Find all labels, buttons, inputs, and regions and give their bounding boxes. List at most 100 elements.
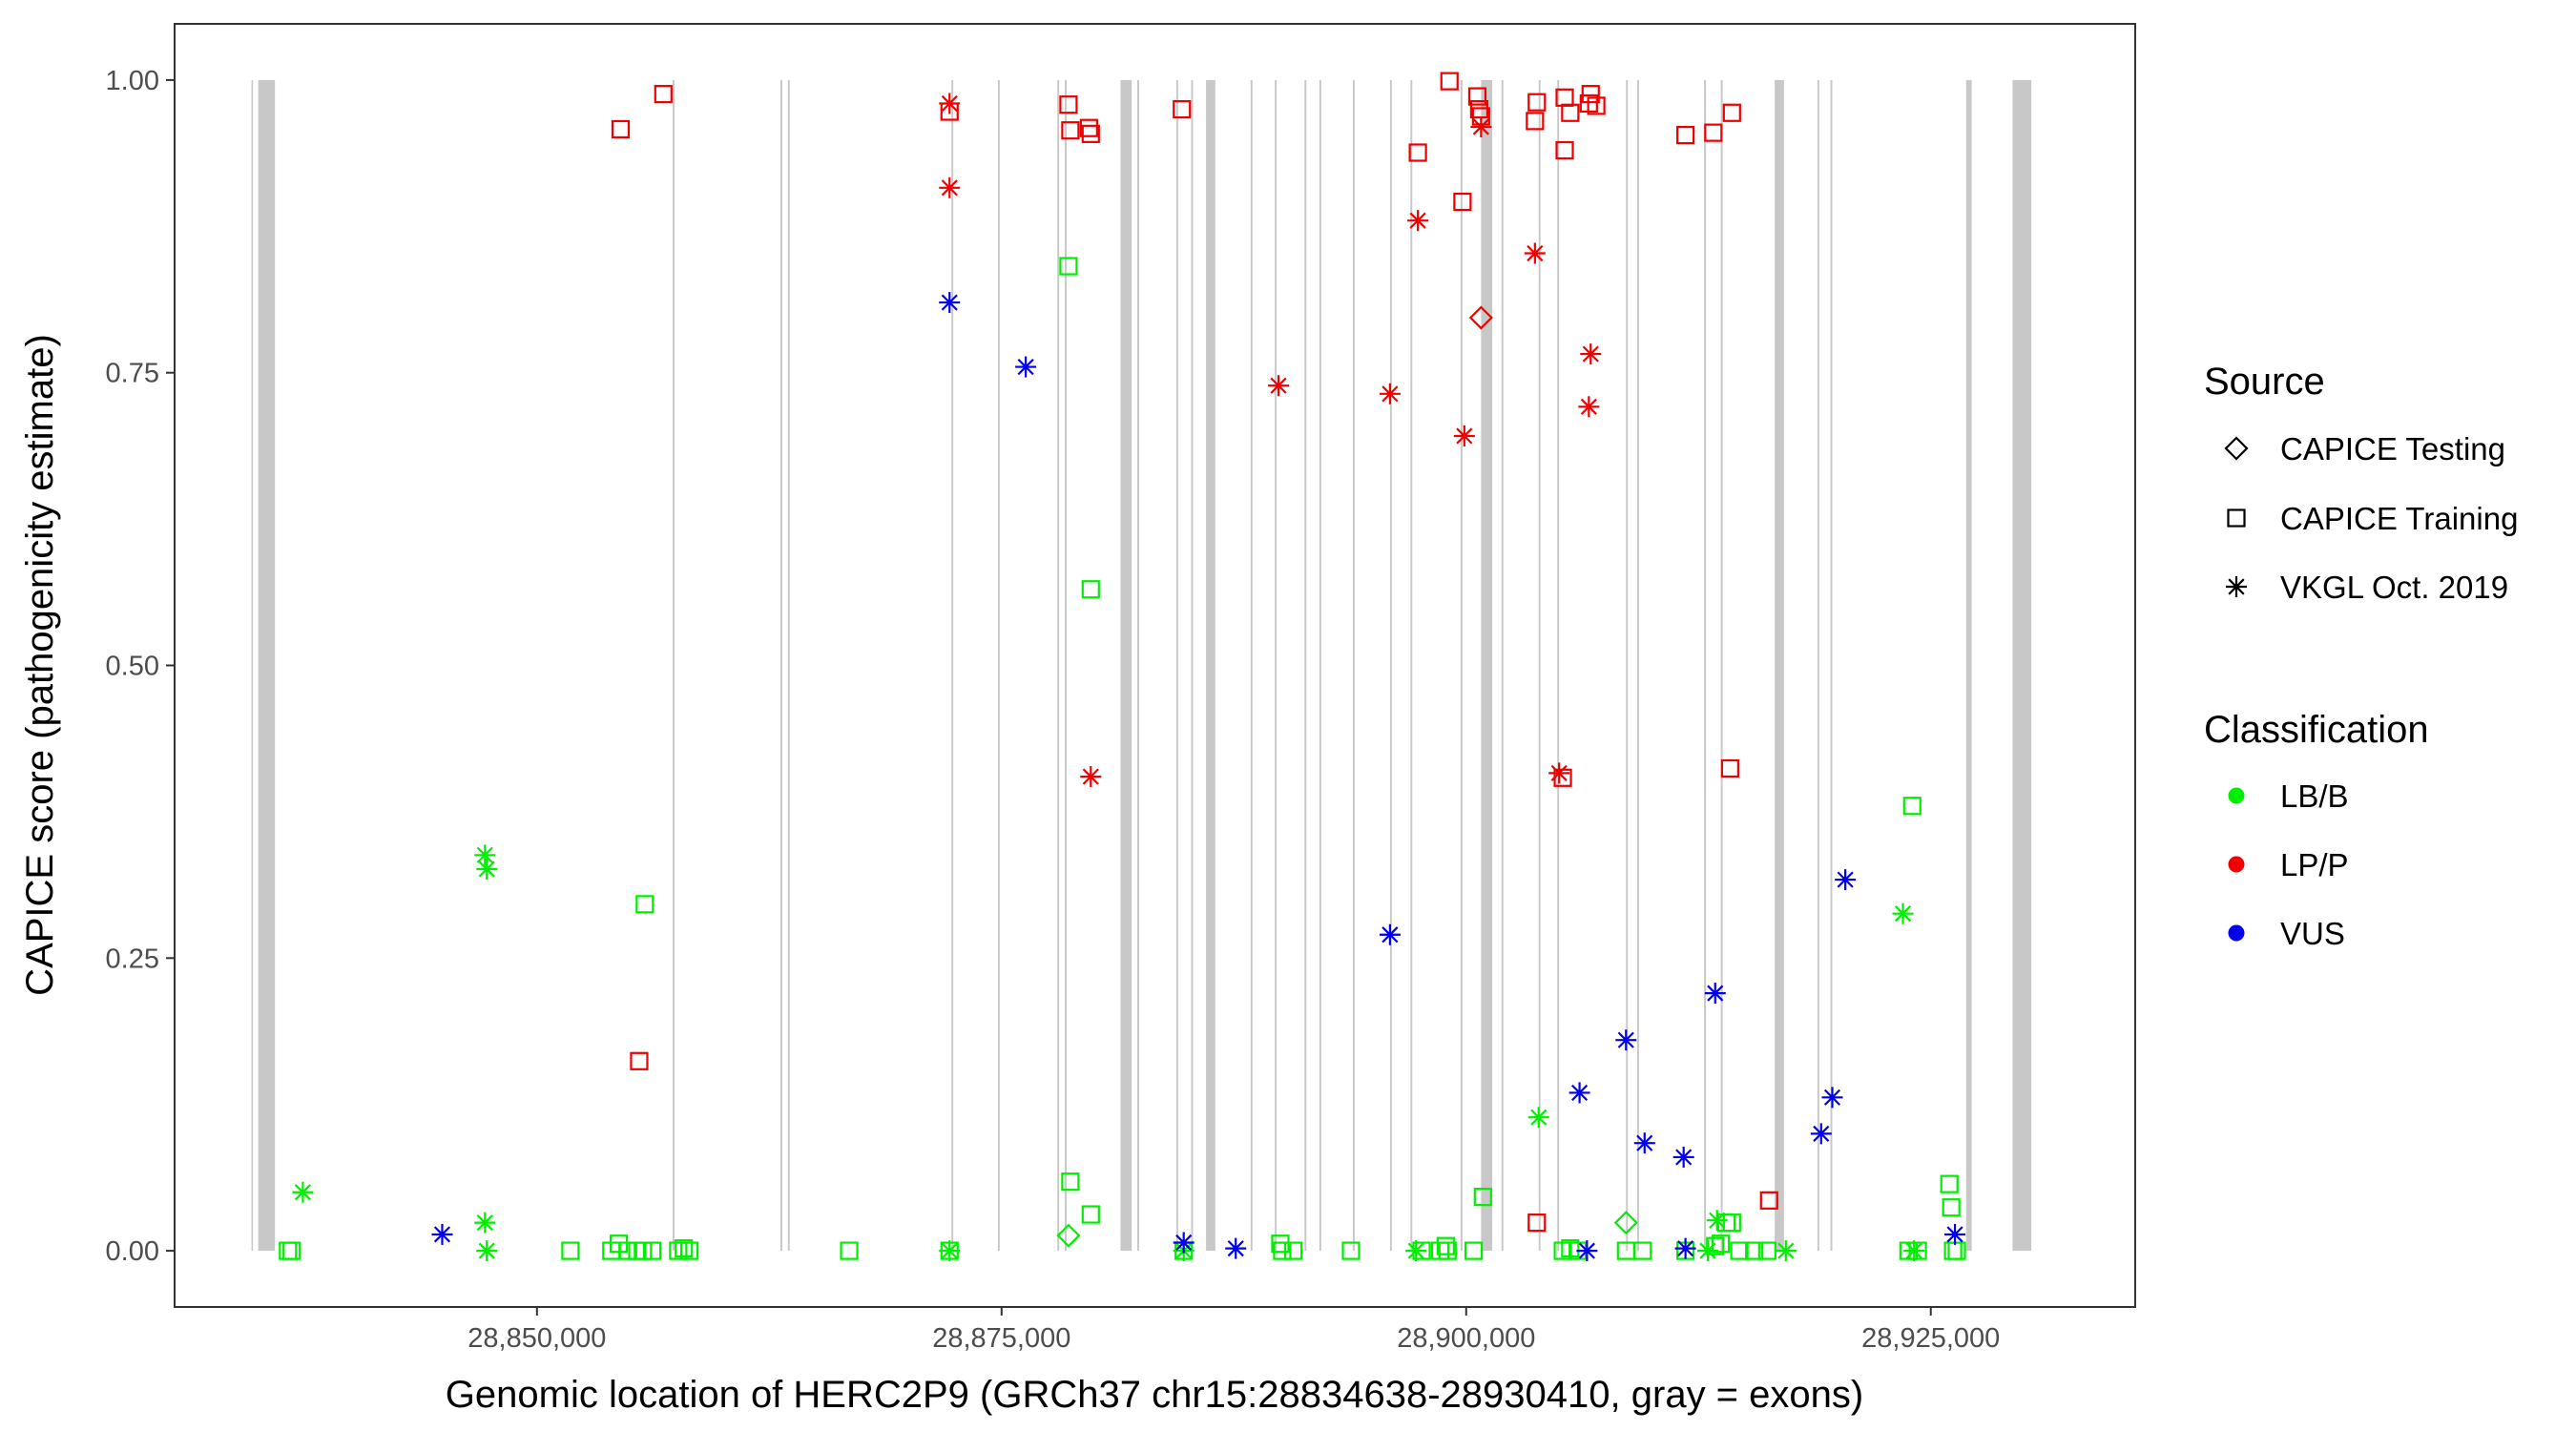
point-lpp-square-23 bbox=[1408, 143, 1427, 162]
exon-band-19 bbox=[1389, 79, 1392, 1252]
point-lpp-square-19 bbox=[1587, 96, 1606, 115]
exon-band-14 bbox=[1250, 79, 1253, 1252]
point-lbb-asterisk-5 bbox=[939, 1240, 961, 1262]
point-vus-asterisk-11 bbox=[1674, 1237, 1696, 1259]
exon-band-22 bbox=[1481, 79, 1493, 1252]
point-lbb-square-9 bbox=[669, 1241, 688, 1260]
point-lpp-diamond-0 bbox=[1468, 305, 1493, 330]
point-lbb-square-7 bbox=[634, 1241, 653, 1260]
exon-band-10 bbox=[1136, 79, 1139, 1252]
point-lbb-square-21 bbox=[1273, 1241, 1292, 1260]
exon-band-25 bbox=[1557, 79, 1560, 1252]
point-lbb-square-16 bbox=[1061, 1172, 1080, 1192]
point-lbb-square-2 bbox=[561, 1241, 580, 1260]
point-lbb-square-1 bbox=[282, 1241, 301, 1260]
point-lpp-square-22 bbox=[1722, 103, 1741, 122]
point-lbb-square-27 bbox=[1438, 1241, 1457, 1260]
exon-band-21 bbox=[1460, 79, 1463, 1252]
exon-band-5 bbox=[951, 79, 954, 1252]
legend-source-keys bbox=[2224, 436, 2249, 597]
point-lbb-square-46 bbox=[1940, 1174, 1959, 1193]
point-vus-asterisk-4 bbox=[1225, 1237, 1247, 1259]
x-tick-label-3: 28,925,000 bbox=[1861, 1323, 2000, 1354]
exon-band-6 bbox=[997, 79, 1000, 1252]
exon-band-1 bbox=[258, 79, 276, 1252]
point-lbb-square-10 bbox=[675, 1239, 694, 1258]
legend-class-key-vus bbox=[2228, 924, 2245, 942]
legend-source-key-square bbox=[2227, 508, 2246, 528]
exon-band-23 bbox=[1501, 79, 1504, 1252]
point-lpp-square-29 bbox=[1759, 1191, 1778, 1210]
point-vus-asterisk-14 bbox=[1821, 1087, 1843, 1109]
exon-band-28 bbox=[1704, 79, 1707, 1252]
point-lbb-square-5 bbox=[618, 1241, 637, 1260]
point-lbb-square-29 bbox=[1473, 1188, 1492, 1207]
exon-band-7 bbox=[1057, 79, 1060, 1252]
point-lpp-square-1 bbox=[654, 85, 673, 104]
point-lpp-square-2 bbox=[630, 1051, 649, 1070]
x-axis-title: Genomic location of HERC2P9 (GRCh37 chr1… bbox=[446, 1374, 1863, 1416]
point-lpp-asterisk-2 bbox=[1080, 766, 1102, 788]
point-lbb-square-15 bbox=[1059, 257, 1078, 276]
point-lpp-square-14 bbox=[1526, 112, 1545, 131]
point-lbb-asterisk-0 bbox=[292, 1181, 314, 1203]
point-lpp-square-16 bbox=[1561, 103, 1580, 122]
legend-source-item-testing: CAPICE Testing bbox=[2280, 431, 2505, 467]
point-vus-asterisk-10 bbox=[1672, 1146, 1694, 1168]
point-lbb-asterisk-2 bbox=[476, 859, 498, 881]
point-lpp-asterisk-7 bbox=[1470, 115, 1492, 137]
exon-band-34 bbox=[2012, 79, 2032, 1252]
exon-band-32 bbox=[1830, 79, 1833, 1252]
point-lbb-square-44 bbox=[1902, 797, 1922, 816]
point-lbb-diamond-0 bbox=[1056, 1223, 1081, 1248]
point-lbb-square-40 bbox=[1730, 1241, 1749, 1260]
point-vus-asterisk-9 bbox=[1633, 1132, 1655, 1154]
point-lbb-square-22 bbox=[1284, 1241, 1303, 1260]
point-lbb-square-12 bbox=[635, 895, 654, 914]
exon-band-26 bbox=[1626, 79, 1629, 1252]
legend-classification-title: Classification bbox=[2204, 709, 2429, 751]
exon-band-8 bbox=[1065, 79, 1067, 1252]
point-lpp-asterisk-10 bbox=[1580, 343, 1602, 365]
point-lbb-square-34 bbox=[1633, 1241, 1652, 1260]
x-axis: 28,850,000 28,875,000 28,900,000 28,925,000 bbox=[467, 1307, 2000, 1354]
exon-band-17 bbox=[1319, 79, 1321, 1252]
point-lbb-asterisk-3 bbox=[474, 1212, 496, 1234]
point-lbb-square-41 bbox=[1745, 1241, 1764, 1260]
point-lpp-asterisk-1 bbox=[939, 176, 961, 198]
exon-band-9 bbox=[1120, 79, 1132, 1252]
point-lpp-square-18 bbox=[1581, 85, 1600, 104]
point-lpp-asterisk-3 bbox=[1268, 375, 1290, 397]
point-vus-asterisk-7 bbox=[1576, 1240, 1598, 1262]
exon-band-20 bbox=[1410, 79, 1413, 1252]
point-lbb-asterisk-7 bbox=[1405, 1240, 1427, 1262]
point-vus-asterisk-16 bbox=[1944, 1223, 1966, 1245]
point-lbb-square-11 bbox=[679, 1241, 699, 1260]
point-lbb-diamond-1 bbox=[1613, 1211, 1638, 1235]
point-lbb-square-18 bbox=[1081, 1205, 1100, 1224]
legend-class-item-vus: VUS bbox=[2280, 916, 2345, 951]
point-lpp-asterisk-8 bbox=[1524, 242, 1546, 264]
exon-band-12 bbox=[1191, 79, 1194, 1252]
exon-band-24 bbox=[1538, 79, 1541, 1252]
point-lpp-asterisk-6 bbox=[1453, 425, 1475, 446]
point-lpp-asterisk-5 bbox=[1407, 210, 1429, 232]
point-lpp-square-6 bbox=[1079, 118, 1098, 137]
point-lbb-square-20 bbox=[1271, 1234, 1290, 1254]
point-lpp-asterisk-0 bbox=[939, 93, 961, 114]
point-lbb-asterisk-13 bbox=[1903, 1240, 1925, 1262]
exon-band-11 bbox=[1175, 79, 1178, 1252]
plot-panel-background bbox=[175, 24, 2135, 1307]
y-tick-label-4: 1.00 bbox=[106, 66, 159, 96]
point-lpp-square-26 bbox=[1527, 1213, 1547, 1233]
point-lbb-square-4 bbox=[609, 1234, 629, 1254]
point-lpp-square-7 bbox=[1081, 124, 1100, 143]
point-lpp-square-21 bbox=[1704, 123, 1723, 142]
point-lbb-asterisk-12 bbox=[1892, 902, 1914, 924]
point-lbb-asterisk-1 bbox=[474, 844, 496, 866]
point-lpp-square-20 bbox=[1676, 125, 1695, 145]
point-vus-asterisk-8 bbox=[1615, 1029, 1637, 1051]
legend: Source CAPICE Testing CAPICE Training VK… bbox=[2204, 361, 2518, 951]
point-lpp-square-4 bbox=[1059, 95, 1078, 114]
exon-band-30 bbox=[1775, 79, 1784, 1252]
